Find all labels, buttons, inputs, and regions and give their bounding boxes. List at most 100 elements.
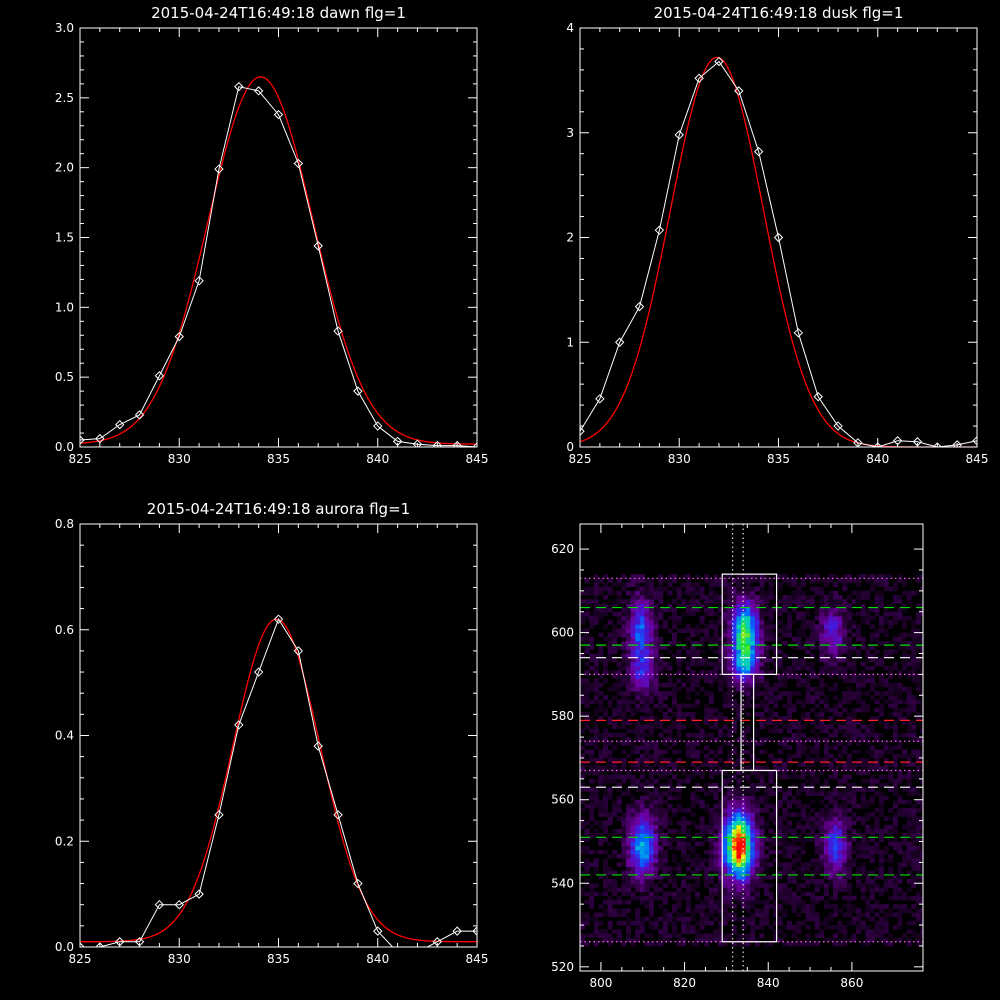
heat-cell (782, 828, 788, 834)
heat-cell (796, 812, 802, 817)
heat-cell (837, 670, 843, 675)
heat-cell (630, 728, 636, 734)
heat-cell (722, 640, 728, 646)
heat-cell (860, 895, 866, 901)
heat-cell (915, 699, 921, 705)
heat-cell (621, 645, 627, 650)
heat-cell (805, 933, 811, 938)
heat-cell (819, 849, 825, 855)
heat-cell (690, 916, 696, 922)
heat-cell (805, 737, 811, 742)
heat-cell (593, 858, 599, 863)
heat-cell (580, 920, 586, 926)
heat-cell (897, 645, 903, 650)
heat-cell (626, 615, 632, 621)
heat-cell (819, 791, 825, 796)
heat-cell (846, 595, 852, 600)
heat-cell (612, 745, 618, 750)
heat-cell (713, 937, 719, 943)
heat-cell (888, 841, 894, 847)
heat-cell (791, 858, 797, 863)
heat-cell (699, 586, 705, 592)
heat-cell (612, 582, 618, 588)
heat-cell (851, 661, 857, 667)
heat-cell (722, 632, 728, 638)
heat-cell (616, 862, 622, 867)
heat-cell (607, 895, 613, 901)
heat-cell (764, 766, 770, 771)
heat-cell (584, 661, 590, 667)
heat-cell (782, 870, 788, 876)
heat-cell (731, 870, 737, 876)
heat-cell (842, 820, 848, 826)
heat-cell (800, 640, 806, 646)
heat-cell (607, 649, 613, 654)
heat-cell (865, 899, 871, 905)
heat-cell (791, 691, 797, 696)
heat-cell (699, 615, 705, 621)
plot-frame (579, 523, 924, 972)
heat-cell (856, 699, 862, 705)
heat-cell (667, 574, 673, 579)
heat-cell (902, 787, 908, 792)
heat-cell (915, 770, 921, 776)
data-point (694, 73, 704, 83)
heat-cell (741, 941, 747, 947)
heat-cell (658, 645, 664, 650)
heat-cell (658, 724, 664, 730)
heat-cell (745, 845, 751, 851)
heat-cell (800, 816, 806, 822)
heat-cell (639, 590, 645, 596)
heat-cell (653, 666, 659, 671)
heat-cell (819, 737, 825, 742)
heat-cell (814, 695, 820, 700)
heat-cell (869, 766, 875, 771)
heat-cell (791, 891, 797, 897)
heat-cell (842, 691, 848, 696)
heat-cell (856, 624, 862, 629)
heat-cell (846, 899, 852, 905)
heat-cell (704, 916, 710, 922)
heat-cell (814, 845, 820, 851)
heat-cell (906, 711, 912, 717)
heat-cell (731, 862, 737, 867)
heat-cell (768, 753, 774, 759)
heat-cell (764, 941, 770, 947)
heat-cell (727, 895, 733, 901)
heat-cell (727, 695, 733, 700)
heat-cell (593, 791, 599, 796)
heat-cell (695, 741, 701, 746)
heat-cell (819, 670, 825, 675)
heat-cell (874, 912, 880, 918)
heat-cell (874, 732, 880, 738)
heat-cell (874, 749, 880, 755)
y-tick-label: 0.6 (55, 623, 74, 637)
heat-cell (639, 795, 645, 801)
heat-cell (695, 866, 701, 872)
heat-cell (833, 941, 839, 947)
heat-cell (616, 699, 622, 705)
heat-cell (915, 899, 921, 905)
heat-cell (869, 607, 875, 613)
heat-cell (736, 595, 742, 600)
heat-cell (810, 707, 816, 713)
heat-cell (685, 828, 691, 834)
heat-cell (777, 841, 783, 847)
heat-cell (906, 787, 912, 792)
heat-cell (722, 741, 728, 746)
heat-cell (621, 874, 627, 880)
heat-cell (635, 929, 641, 934)
heat-cell (800, 783, 806, 788)
heat-cell (777, 649, 783, 654)
heat-cell (837, 632, 843, 638)
heat-cell (865, 762, 871, 767)
heat-cell (690, 582, 696, 588)
heat-cell (731, 620, 737, 625)
heat-cell (906, 937, 912, 943)
heat-cell (800, 908, 806, 913)
heat-cell (722, 636, 728, 642)
heat-cell (759, 724, 765, 730)
heat-cell (713, 795, 719, 801)
heat-cell (810, 899, 816, 905)
heat-cell (649, 774, 655, 780)
